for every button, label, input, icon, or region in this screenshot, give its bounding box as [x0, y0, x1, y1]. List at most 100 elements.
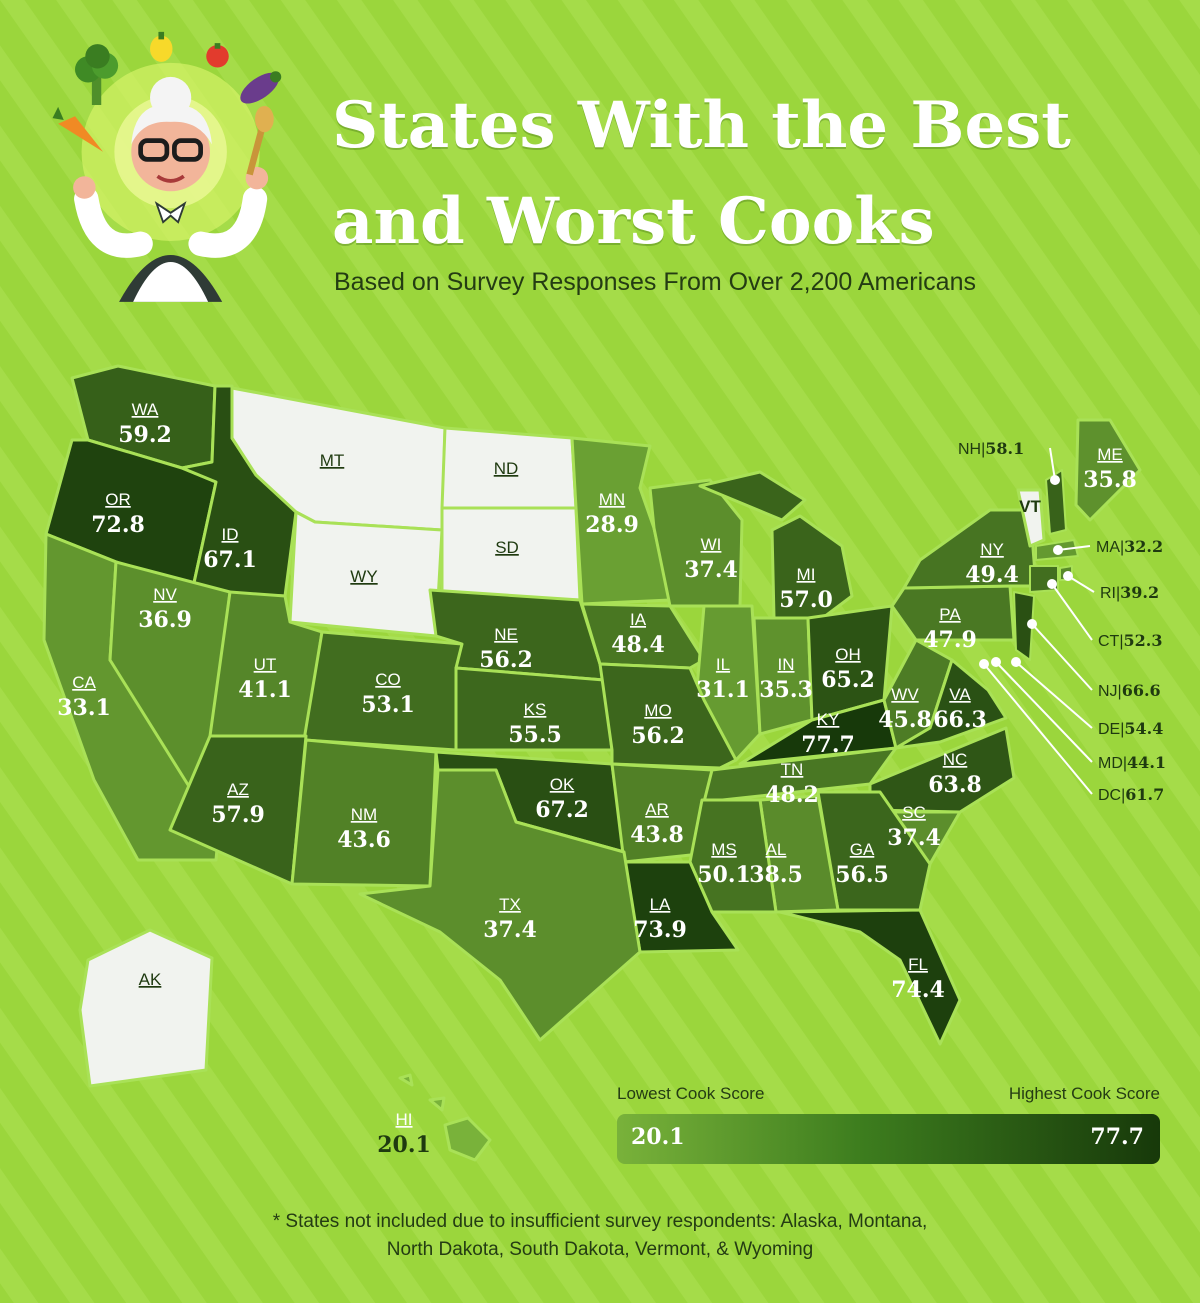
state-label-mi: MI [797, 565, 816, 584]
state-me [1074, 418, 1142, 522]
callout-label-dc: DC|61.7 [1098, 785, 1164, 804]
state-score-mo: 56.2 [631, 723, 685, 749]
callout-dot-nj [1027, 619, 1037, 629]
state-label-tx: TX [499, 895, 521, 914]
callout-label-md: MD|44.1 [1098, 753, 1166, 772]
state-label-ky: KY [817, 710, 840, 729]
state-score-ia: 48.4 [611, 632, 665, 658]
state-score-tn: 48.2 [765, 782, 819, 808]
callout-dot-nh [1050, 475, 1060, 485]
callout-dot-md [991, 657, 1001, 667]
footnote: * States not included due to insufficien… [150, 1208, 1050, 1264]
state-label-sd: SD [495, 538, 519, 557]
title-line-1: States With the Best [332, 88, 1071, 163]
glasses-icon [138, 138, 170, 162]
callout-leader-nj [1031, 623, 1093, 691]
state-label-ks: KS [524, 700, 547, 719]
state-fl [778, 908, 962, 1046]
legend-low-label: Lowest Cook Score [617, 1084, 765, 1103]
state-score-wa: 59.2 [118, 422, 172, 448]
state-score-co: 53.1 [361, 692, 415, 718]
title-line-2: and Worst Cooks [332, 184, 935, 259]
state-label-wy: WY [350, 567, 377, 586]
callout-dot-ma [1053, 545, 1063, 555]
state-score-wv: 45.8 [878, 707, 932, 733]
state-score-ga: 56.5 [835, 862, 889, 888]
state-label-ok: OK [550, 775, 575, 794]
state-score-nm: 43.6 [337, 827, 391, 853]
callout-dot-de [1011, 657, 1021, 667]
state-label-nc: NC [943, 750, 968, 769]
state-score-ca: 33.1 [57, 695, 111, 721]
legend-max-value: 77.7 [1090, 1124, 1144, 1150]
legend-min-value: 20.1 [631, 1124, 685, 1150]
callout-label-ct: CT|52.3 [1098, 631, 1162, 650]
state-label-il: IL [716, 655, 730, 674]
state-label-wi: WI [701, 535, 722, 554]
state-label-wa: WA [132, 400, 159, 419]
state-label-or: OR [105, 490, 131, 509]
state-label-la: LA [650, 895, 671, 914]
state-score-nc: 63.8 [928, 772, 982, 798]
callout-leader-dc [983, 663, 1093, 795]
callout-label-nj: NJ|66.6 [1098, 681, 1161, 700]
state-score-tx: 37.4 [483, 917, 537, 943]
footnote-line-2: North Dakota, South Dakota, Vermont, & W… [386, 1239, 814, 1260]
page-title: States With the Best and Worst Cooks [332, 78, 1192, 270]
callout-leader-ct [1051, 583, 1093, 641]
state-label-ar: AR [645, 800, 669, 819]
state-label-ne: NE [494, 625, 518, 644]
state-ia [580, 602, 706, 670]
state-score-ar: 43.8 [630, 822, 684, 848]
state-score-sc: 37.4 [887, 825, 941, 851]
state-label-ms: MS [711, 840, 737, 859]
state-score-oh: 65.2 [821, 667, 875, 693]
state-score-ut: 41.1 [238, 677, 292, 703]
state-co [302, 630, 464, 752]
state-score-mn: 28.9 [585, 512, 639, 538]
pepper-icon [150, 31, 173, 62]
state-label-tn: TN [781, 760, 804, 779]
callout-label-ri: RI|39.2 [1100, 583, 1159, 602]
state-label-pa: PA [939, 605, 961, 624]
legend-gradient-bar [617, 1114, 1160, 1164]
state-label-mo: MO [644, 701, 671, 720]
tomato-icon [206, 43, 229, 68]
callout-label-nh: NH|58.1 [958, 439, 1024, 458]
state-score-nv: 36.9 [138, 607, 192, 633]
state-score-id: 67.1 [203, 547, 257, 573]
state-score-ne: 56.2 [479, 647, 533, 673]
callout-dot-ct [1047, 579, 1057, 589]
callout-dot-ri [1063, 571, 1073, 581]
callout-label-de: DE|54.4 [1098, 719, 1163, 738]
state-nh [1045, 469, 1067, 535]
state-label-nv: NV [153, 585, 177, 604]
state-mo [598, 662, 738, 770]
state-label-sc: SC [902, 803, 926, 822]
callout-leader-md [995, 661, 1093, 763]
state-label-az: AZ [227, 780, 249, 799]
state-label-oh: OH [835, 645, 861, 664]
state-label-co: CO [375, 670, 401, 689]
chef-illustration [52, 31, 282, 302]
state-vt [1016, 488, 1046, 548]
state-label-vt: VT [1019, 497, 1041, 516]
state-label-mn: MN [599, 490, 625, 509]
state-score-pa: 47.9 [923, 627, 977, 653]
state-label-ak: AK [139, 970, 162, 989]
state-score-hi: 20.1 [377, 1132, 431, 1158]
state-label-me: ME [1097, 445, 1123, 464]
state-label-nm: NM [351, 805, 377, 824]
state-pa [890, 584, 1016, 642]
callout-leader-ri [1067, 575, 1095, 593]
broccoli-icon [75, 44, 119, 105]
carrot-icon [52, 106, 104, 152]
state-label-ga: GA [850, 840, 875, 859]
state-label-in: IN [778, 655, 795, 674]
state-label-fl: FL [908, 955, 928, 974]
state-score-ny: 49.4 [965, 562, 1019, 588]
state-score-ks: 55.5 [508, 722, 562, 748]
state-score-va: 66.3 [933, 707, 987, 733]
state-score-in: 35.3 [759, 677, 813, 703]
state-label-ca: CA [72, 673, 96, 692]
